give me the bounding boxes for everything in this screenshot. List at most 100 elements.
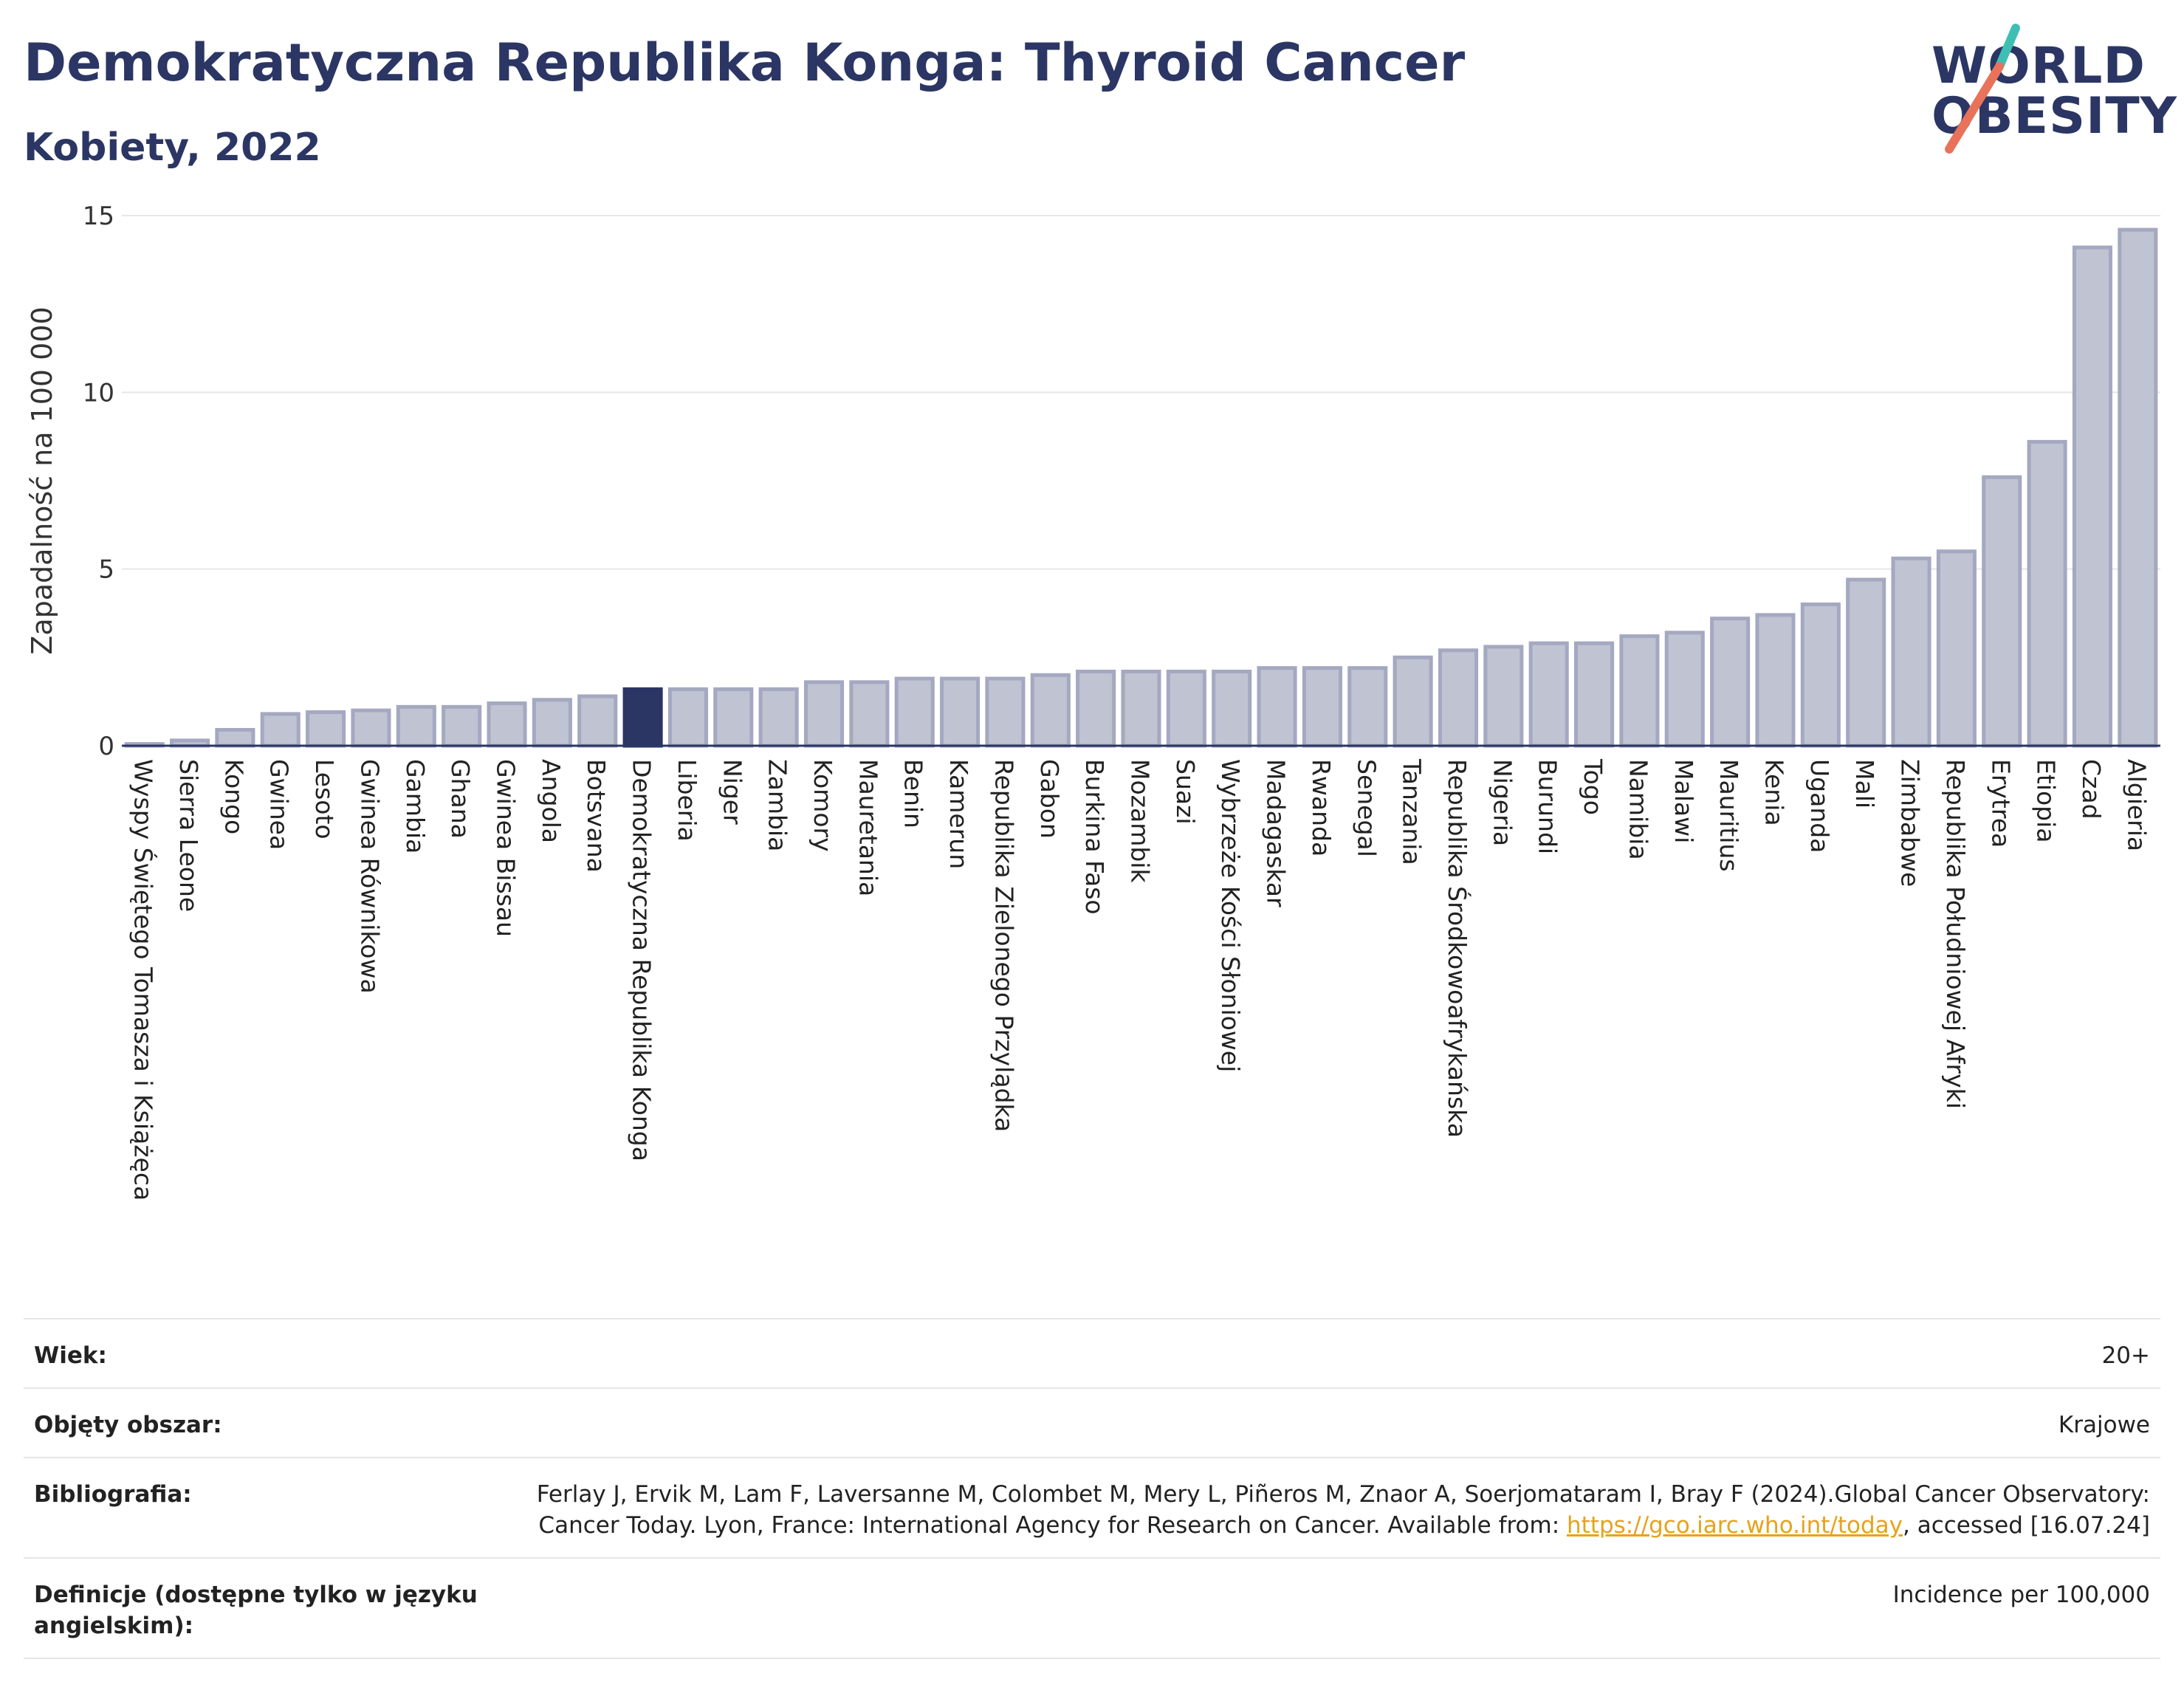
y-tick-label: 15 bbox=[83, 202, 114, 231]
bar bbox=[1121, 669, 1161, 748]
bar bbox=[1212, 669, 1252, 748]
coverage-label: Objęty obszar: bbox=[34, 1412, 222, 1438]
bibliography-link[interactable]: https://gco.iarc.who.int/today bbox=[1567, 1512, 1903, 1539]
logo-slash-icon bbox=[1945, 24, 2020, 154]
bar bbox=[622, 687, 663, 748]
x-tick-label: Senegal bbox=[1352, 759, 1381, 857]
bar bbox=[2118, 227, 2158, 748]
x-tick-label: Gambia bbox=[401, 759, 430, 854]
x-tick-label: Republika Środkowoafrykańska bbox=[1443, 759, 1472, 1138]
bar bbox=[940, 676, 981, 748]
x-tick-label: Mozambik bbox=[1126, 759, 1155, 883]
bar bbox=[1574, 641, 1615, 748]
x-tick-label: Angola bbox=[537, 759, 566, 843]
bar bbox=[1483, 645, 1524, 748]
meta-row-age: Wiek: 20+ bbox=[24, 1318, 2160, 1387]
bar bbox=[2027, 439, 2067, 748]
bar bbox=[396, 704, 436, 748]
x-tick-label: Nigeria bbox=[1488, 759, 1517, 846]
age-label: Wiek: bbox=[34, 1342, 107, 1369]
bar bbox=[1936, 549, 1977, 748]
bar bbox=[442, 704, 482, 748]
bar bbox=[1891, 556, 1931, 748]
x-tick-label: Burkina Faso bbox=[1080, 759, 1109, 915]
bar bbox=[985, 676, 1026, 748]
bar bbox=[713, 687, 754, 748]
x-tick-label: Ghana bbox=[446, 759, 475, 839]
x-tick-label: Niger bbox=[718, 759, 746, 825]
x-tick-label: Republika Zielonego Przylądka bbox=[989, 759, 1018, 1132]
y-tick-label: 5 bbox=[98, 555, 114, 585]
meta-row-definitions: Definicje (dostępne tylko w języku angie… bbox=[24, 1557, 2160, 1659]
definitions-value: Incidence per 100,000 bbox=[1892, 1582, 2150, 1608]
bar bbox=[1619, 634, 1660, 748]
x-tick-label: Algieria bbox=[2122, 759, 2151, 851]
bar bbox=[1030, 673, 1071, 748]
bar bbox=[2072, 245, 2113, 748]
x-tick-label: Suazi bbox=[1171, 759, 1200, 825]
bar bbox=[532, 698, 572, 748]
x-tick-label: Mauretania bbox=[854, 759, 882, 896]
x-tick-label: Tanzania bbox=[1398, 758, 1426, 865]
x-tick-label: Republika Południowej Afryki bbox=[1941, 759, 1970, 1109]
x-tick-label: Zimbabwe bbox=[1896, 759, 1925, 887]
x-tick-label: Mauritius bbox=[1714, 759, 1743, 872]
page-title: Demokratyczna Republika Konga: Thyroid C… bbox=[24, 32, 1466, 93]
x-tick-label: Sierra Leone bbox=[174, 759, 203, 912]
bar bbox=[849, 680, 890, 748]
x-tick-label: Gabon bbox=[1035, 759, 1064, 839]
x-tick-label: Rwanda bbox=[1307, 759, 1336, 856]
x-tick-label: Benin bbox=[899, 759, 928, 828]
y-axis-label: Zapadalność na 100 000 bbox=[26, 306, 58, 654]
x-tick-label: Liberia bbox=[673, 759, 701, 842]
bar bbox=[758, 687, 799, 748]
x-tick-label: Gwinea Równikowa bbox=[355, 759, 384, 994]
coverage-value: Krajowe bbox=[2058, 1412, 2150, 1438]
x-tick-label: Demokratyczna Republika Konga bbox=[628, 759, 656, 1161]
x-tick-label: Namibia bbox=[1624, 759, 1652, 860]
bar bbox=[1166, 669, 1206, 748]
bibliography-accessed: , accessed [16.07.24] bbox=[1902, 1512, 2150, 1539]
x-tick-label: Uganda bbox=[1805, 759, 1834, 853]
x-tick-label: Kamerun bbox=[944, 759, 973, 869]
x-tick-label: Lesoto bbox=[310, 759, 339, 840]
bar bbox=[1528, 641, 1569, 748]
x-tick-label: Komory bbox=[808, 759, 837, 852]
age-value: 20+ bbox=[2101, 1342, 2150, 1369]
x-tick-label: Zambia bbox=[763, 759, 792, 851]
x-tick-label: Kongo bbox=[219, 759, 248, 834]
x-tick-label: Czad bbox=[2077, 759, 2106, 820]
bibliography-text: Ferlay J, Ervik M, Lam F, Laversanne M, … bbox=[536, 1481, 2150, 1539]
bar bbox=[1393, 655, 1433, 748]
metadata-table: Wiek: 20+ Objęty obszar: Krajowe Bibliog… bbox=[24, 1318, 2160, 1659]
x-tick-label: Gwinea bbox=[265, 759, 294, 850]
world-obesity-logo: WORLD OBESITY bbox=[1920, 22, 2177, 155]
y-tick-label: 0 bbox=[98, 732, 114, 761]
x-tick-label: Erytrea bbox=[1986, 759, 2015, 848]
bar bbox=[215, 727, 255, 748]
x-tick-label: Wyspy Świętego Tomasza i Książęca bbox=[129, 759, 159, 1201]
bar bbox=[1846, 577, 1886, 748]
x-tick-label: Kenia bbox=[1759, 759, 1788, 826]
bibliography-label: Bibliografia: bbox=[34, 1481, 192, 1508]
bar bbox=[667, 687, 708, 748]
bar bbox=[260, 712, 301, 748]
x-tick-label: Mali bbox=[1850, 759, 1879, 808]
bar-chart: 0 5 10 15 Zapadalność na 100 000 Wyspy Święte… bbox=[26, 202, 2160, 1201]
bibliography-value: Ferlay J, Ervik M, Lam F, Laversanne M, … bbox=[526, 1479, 2150, 1541]
bar bbox=[487, 701, 527, 748]
bar bbox=[1076, 669, 1116, 748]
x-tick-label: Botsvana bbox=[582, 759, 611, 873]
x-tick-label: Malawi bbox=[1669, 759, 1698, 843]
bar bbox=[1664, 631, 1705, 748]
x-tick-label: Wybrzeże Kości Słoniowej bbox=[1216, 759, 1245, 1072]
x-tick-label: Madagaskar bbox=[1262, 759, 1291, 907]
bar bbox=[1710, 617, 1751, 748]
bar bbox=[894, 676, 935, 748]
bar bbox=[1982, 475, 2022, 748]
bar bbox=[1755, 613, 1796, 748]
bar bbox=[1800, 602, 1841, 748]
x-tick-label: Gwinea Bissau bbox=[492, 759, 521, 937]
bar bbox=[1438, 648, 1479, 748]
y-tick-label: 10 bbox=[83, 378, 114, 408]
